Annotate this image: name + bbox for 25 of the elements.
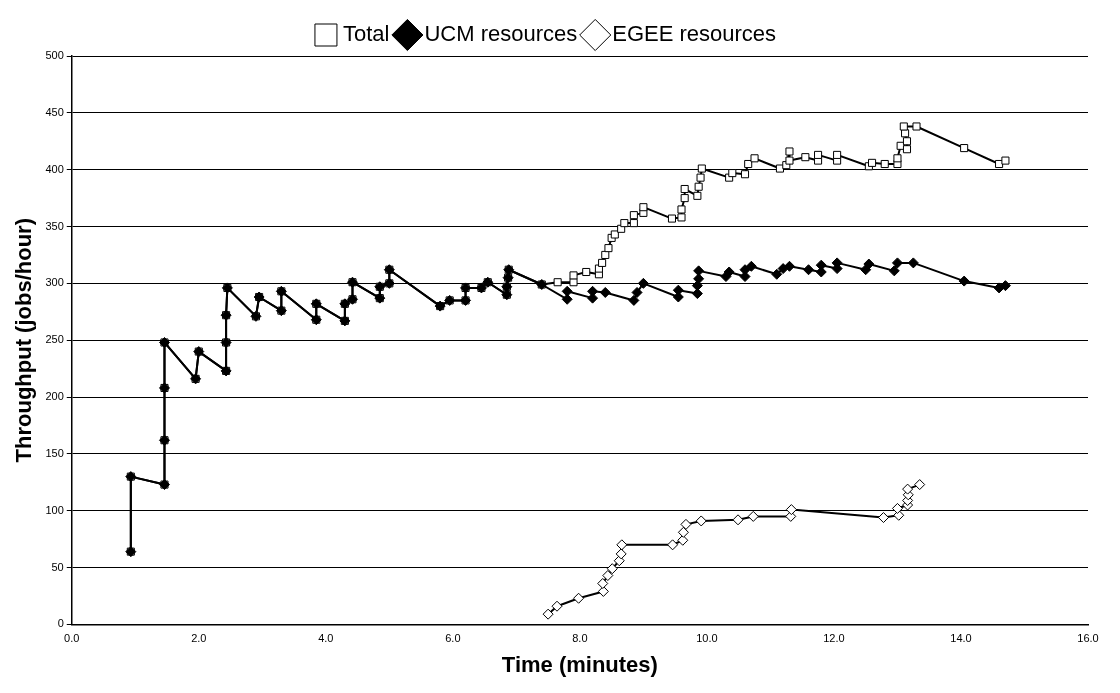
y-tick-label: 350 bbox=[45, 219, 64, 232]
y-tick-label: 250 bbox=[45, 333, 64, 346]
y-tick-label: 50 bbox=[51, 560, 64, 573]
x-tick-label: 6.0 bbox=[445, 632, 461, 645]
y-axis-title: Throughput (jobs/hour) bbox=[11, 218, 37, 463]
y-tick-label: 400 bbox=[45, 162, 64, 175]
y-tick-label: 100 bbox=[45, 503, 64, 516]
x-tick-label: 4.0 bbox=[318, 632, 334, 645]
x-tick-label: 12.0 bbox=[823, 632, 845, 645]
x-tick-label: 14.0 bbox=[950, 632, 972, 645]
x-tick-label: 16.0 bbox=[1077, 632, 1099, 645]
legend-label: UCM resources bbox=[424, 21, 578, 47]
x-tick-label: 2.0 bbox=[191, 632, 207, 645]
y-tick-label: 500 bbox=[45, 49, 64, 62]
legend-label: EGEE resources bbox=[612, 21, 777, 47]
x-tick-label: 0.0 bbox=[64, 632, 80, 645]
x-tick-label: 10.0 bbox=[696, 632, 718, 645]
y-tick-label: 300 bbox=[45, 276, 64, 289]
y-tick-label: 450 bbox=[45, 105, 64, 118]
y-tick-label: 200 bbox=[45, 390, 64, 403]
legend-label: Total bbox=[342, 21, 390, 47]
y-tick-label: 150 bbox=[45, 446, 64, 459]
x-axis-title: Time (minutes) bbox=[501, 651, 658, 677]
y-tick-label: 0 bbox=[57, 617, 64, 630]
x-tick-label: 8.0 bbox=[572, 632, 588, 645]
